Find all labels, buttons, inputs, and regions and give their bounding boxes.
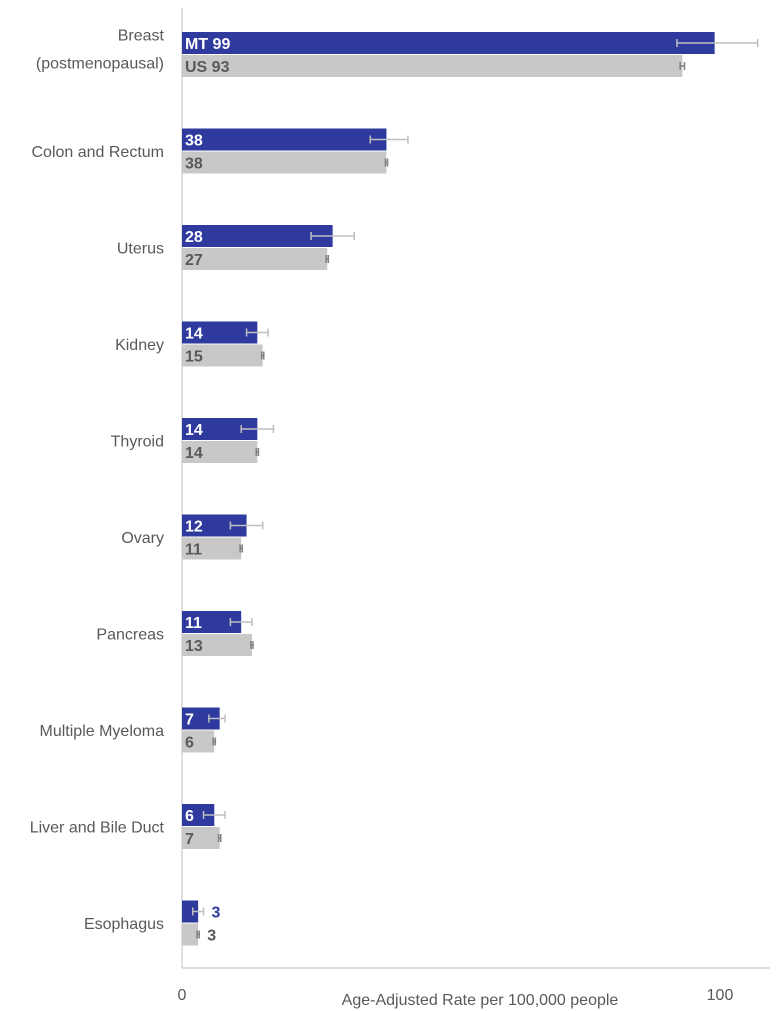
bar-us (182, 344, 263, 367)
category-label-line: Colon and Rectum (31, 144, 164, 161)
category-label: Kidney (115, 337, 164, 354)
bar-mt (182, 321, 258, 344)
data-label-mt: 7 (185, 712, 194, 729)
bar-us (182, 55, 683, 77)
data-label-mt: 28 (185, 229, 203, 246)
data-label-mt: 14 (185, 326, 203, 343)
data-label-mt: 6 (185, 808, 194, 825)
data-label-us: 14 (185, 445, 203, 462)
data-label-us: 15 (185, 349, 203, 366)
data-label-mt: 12 (185, 519, 203, 536)
bar-us (182, 151, 387, 174)
data-label-mt: MT 99 (185, 36, 230, 53)
data-label-mt: 14 (185, 422, 203, 439)
data-label-us: 13 (185, 638, 203, 655)
bar-mt (182, 611, 242, 633)
category-label-line: Liver and Bile Duct (30, 820, 165, 837)
category-label-line: Ovary (121, 530, 164, 547)
bar-mt (182, 707, 220, 730)
data-label-us: 3 (207, 928, 216, 945)
bar-mt (182, 418, 258, 440)
bar-us (182, 923, 199, 946)
bar-mt (182, 225, 333, 247)
data-label-mt: 11 (185, 615, 202, 632)
category-label: Breast (postmenopausal) (36, 28, 165, 73)
bar-mt (182, 514, 247, 537)
x-tick-label-100: 100 (707, 987, 734, 1004)
data-label-us: 6 (185, 735, 194, 752)
bar-mt (182, 804, 215, 826)
x-tick-label-0: 0 (178, 987, 187, 1004)
category-label-line: Thyroid (111, 434, 164, 451)
category-label: Multiple Myeloma (40, 723, 165, 740)
category-label: Liver and Bile Duct (30, 820, 165, 837)
bar-us (182, 248, 328, 270)
bar-mt (182, 900, 199, 923)
category-label: Uterus (117, 241, 164, 258)
data-label-us: US 93 (185, 59, 230, 76)
data-label-us: 38 (185, 156, 203, 173)
category-label-line: (postmenopausal) (36, 56, 164, 73)
chart-marks: Breast (postmenopausal) MT 99 US 93 Colon an… (30, 28, 759, 946)
data-label-us: 11 (185, 542, 202, 559)
bar-us (182, 441, 258, 463)
bar-us (182, 537, 242, 560)
bar-us (182, 827, 220, 849)
category-label-line: Multiple Myeloma (40, 723, 165, 740)
bar-us (182, 730, 215, 753)
category-label-line: Pancreas (96, 627, 164, 644)
category-label: Ovary (121, 530, 164, 547)
data-label-mt: 38 (185, 133, 203, 150)
category-label: Pancreas (96, 627, 164, 644)
category-label-line: Esophagus (84, 916, 164, 933)
category-label-line: Breast (118, 28, 165, 45)
bar-mt (182, 128, 387, 151)
data-label-us: 7 (185, 831, 194, 848)
data-label-mt: 3 (212, 905, 221, 922)
x-axis-title: Age-Adjusted Rate per 100,000 people (342, 992, 619, 1009)
category-label: Colon and Rectum (31, 144, 164, 161)
category-label-line: Uterus (117, 241, 164, 258)
category-label-line: Kidney (115, 337, 164, 354)
category-label: Esophagus (84, 916, 164, 933)
data-label-us: 27 (185, 252, 203, 269)
bar-mt (182, 32, 715, 54)
category-label: Thyroid (111, 434, 164, 451)
bar-us (182, 634, 252, 656)
